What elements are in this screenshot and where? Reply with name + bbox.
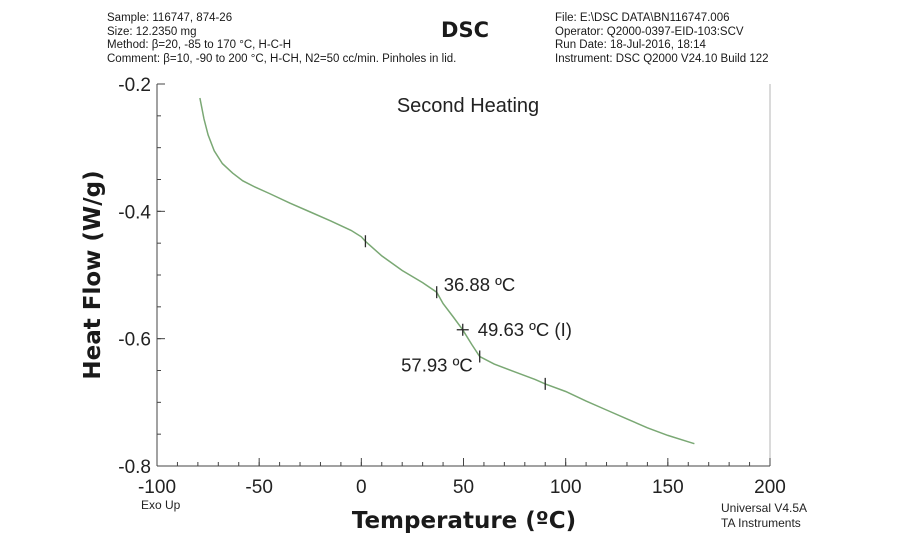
heat-flow-line [199, 97, 695, 445]
file-text: File: E:\DSC DATA\BN116747.006 [555, 12, 730, 24]
annotation-label: 57.93 ºC [401, 354, 473, 375]
annotations: 36.88 ºC 49.63 ºC (I)57.93 ºC [401, 274, 572, 375]
header-left: Sample: 116747, 874-26 Size: 12.2350 mg … [107, 12, 456, 66]
annotation-label: 36.88 ºC [444, 274, 516, 295]
x-tick-label: 100 [550, 477, 582, 498]
page-title: DSC [441, 18, 489, 42]
y-axis-label: Heat Flow (W/g) [80, 170, 106, 379]
software-label: Universal V4.5A [721, 501, 807, 515]
exo-up-label: Exo Up [141, 498, 181, 512]
ticks: -0.2 -0.4 -0.6 -0.8-100 -50 0 50 100 150 200 [118, 75, 786, 498]
method-text: Method: β=20, -85 to 170 °C, H-C-H [107, 39, 292, 51]
y-tick-label: -0.2 [118, 75, 151, 96]
x-tick-label: 50 [453, 477, 474, 498]
sample-text: Sample: 116747, 874-26 [107, 12, 233, 24]
instrument-text: Instrument: DSC Q2000 V24.10 Build 122 [555, 52, 769, 65]
x-tick-label: 150 [652, 477, 684, 498]
x-tick-label: 200 [754, 477, 786, 498]
y-tick-label: -0.6 [118, 330, 151, 351]
comment-text: Comment: β=10, -90 to 200 °C, H-CH, N2=5… [107, 52, 457, 65]
annotation-label: 49.63 ºC (I) [478, 319, 572, 340]
chart-subtitle: Second Heating [397, 95, 539, 117]
y-tick-label: -0.4 [118, 202, 151, 223]
header-right: File: E:\DSC DATA\BN116747.006 Operator:… [555, 12, 769, 66]
x-axis-label: Temperature (ºC) [352, 508, 576, 534]
y-tick-label: -0.8 [118, 457, 151, 478]
run-date-text: Run Date: 18-Jul-2016, 18:14 [555, 39, 706, 51]
x-tick-label: -100 [138, 477, 176, 498]
size-text: Size: 12.2350 mg [107, 25, 197, 38]
x-tick-label: -50 [245, 477, 272, 498]
vendor-label: TA Instruments [721, 516, 801, 530]
operator-text: Operator: Q2000-0397-EID-103:SCV [555, 25, 744, 38]
transition-markers [364, 235, 546, 390]
x-tick-label: 0 [356, 477, 367, 498]
